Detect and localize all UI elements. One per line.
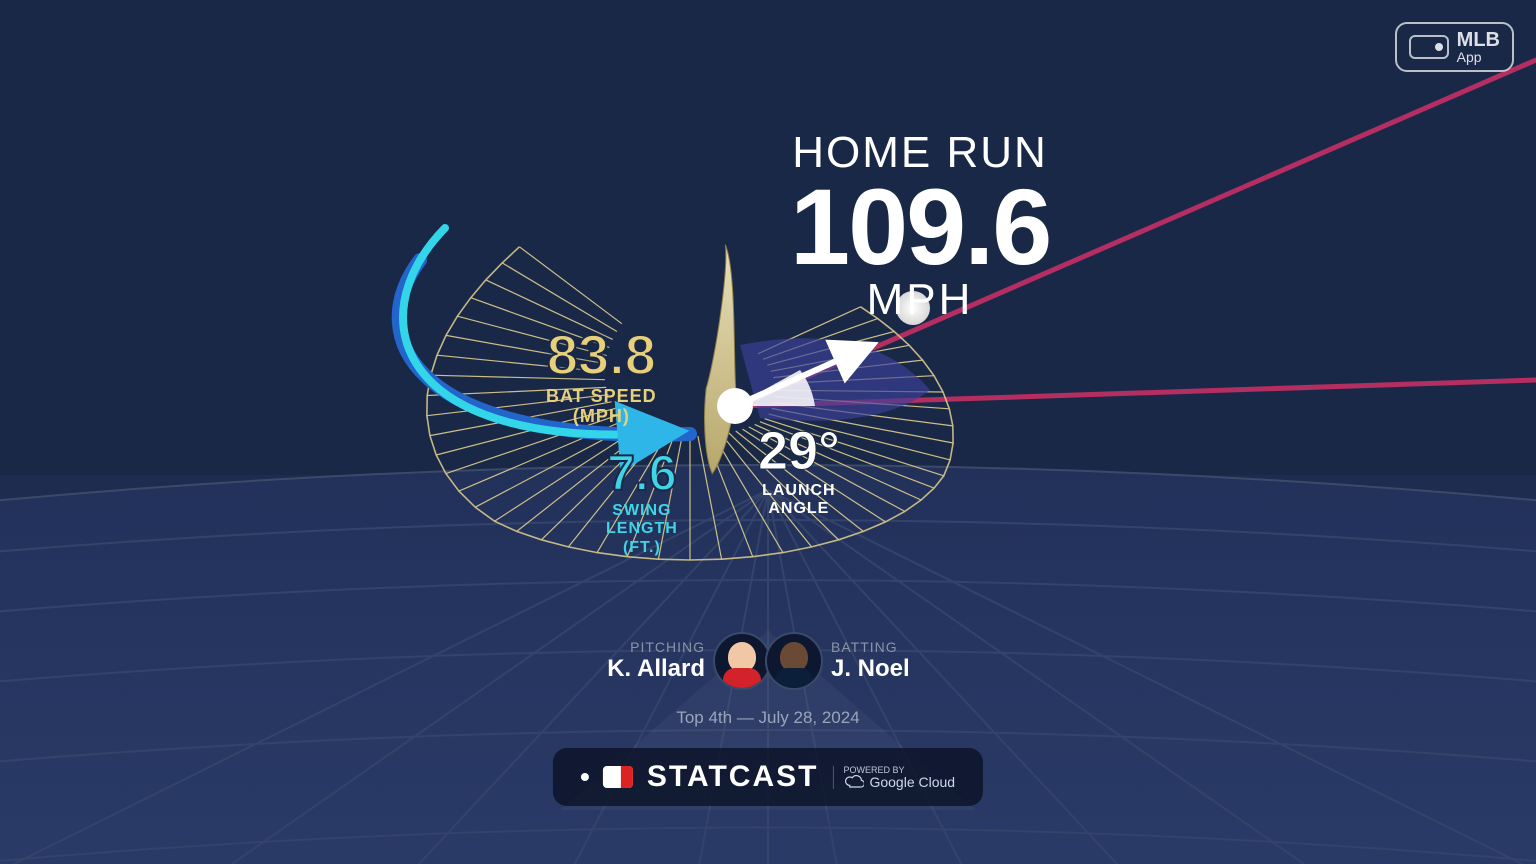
bat-speed-label: BAT SPEED (MPH) — [546, 387, 657, 427]
player-avatars — [713, 632, 823, 690]
mlb-mini-icon — [603, 766, 633, 788]
swing-length-block: 7.6 SWING LENGTH (FT.) — [606, 444, 678, 557]
exit-velocity-value: 109.6 — [790, 178, 1050, 275]
batter-role: BATTING — [831, 639, 1003, 655]
mlb-logo-icon — [1409, 35, 1449, 59]
exit-velocity-block: HOME RUN 109.6 MPH — [790, 128, 1050, 325]
mlb-app-badge[interactable]: MLB App — [1395, 22, 1514, 72]
scene: HOME RUN 109.6 MPH 83.8 BAT SPEED (MPH) … — [0, 0, 1536, 864]
pitcher-avatar — [713, 632, 771, 690]
pitcher-name: K. Allard — [533, 655, 705, 683]
batter-avatar — [765, 632, 823, 690]
arc-band — [740, 338, 930, 420]
batter-side: BATTING J. Noel — [823, 639, 1003, 683]
mlb-app-text: MLB App — [1457, 30, 1500, 64]
pitcher-role: PITCHING — [533, 639, 705, 655]
statcast-badge: STATCAST POWERED BY Google Cloud — [553, 748, 983, 806]
launch-angle-label: LAUNCH ANGLE — [758, 482, 840, 519]
dot-icon — [581, 773, 589, 781]
swing-length-label: SWING LENGTH (FT.) — [606, 502, 678, 557]
bat-speed-block: 83.8 BAT SPEED (MPH) — [546, 322, 657, 427]
batter-name: J. Noel — [831, 655, 1003, 683]
launch-angle-block: 29° LAUNCH ANGLE — [758, 420, 840, 519]
statcast-brand: STATCAST — [647, 760, 819, 794]
launch-angle-value: 29° — [758, 420, 840, 482]
pitcher-side: PITCHING K. Allard — [533, 639, 713, 683]
matchup-panel: PITCHING K. Allard BATTING J. Noel Top 4… — [508, 632, 1028, 728]
game-context: Top 4th — July 28, 2024 — [508, 708, 1028, 728]
swing-length-value: 7.6 — [606, 444, 678, 502]
powered-by: POWERED BY Google Cloud — [832, 766, 955, 789]
google-cloud-icon — [843, 775, 863, 789]
bat-icon — [697, 244, 751, 475]
bat-speed-value: 83.8 — [546, 322, 657, 387]
google-cloud: Google Cloud — [843, 775, 955, 789]
